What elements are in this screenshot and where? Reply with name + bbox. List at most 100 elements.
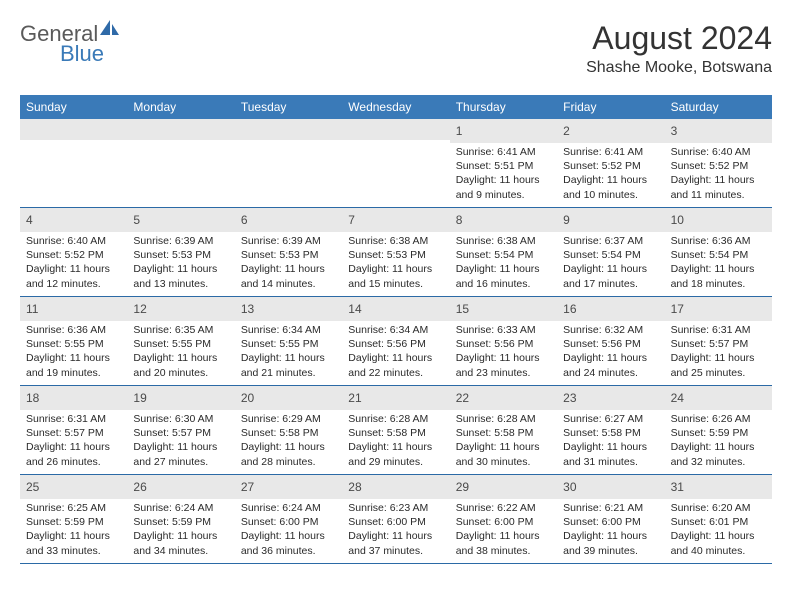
- day-d2: and 20 minutes.: [133, 366, 228, 380]
- day-cell: 8Sunrise: 6:38 AMSunset: 5:54 PMDaylight…: [450, 208, 557, 296]
- day-number: 18: [26, 391, 39, 405]
- day-sunrise: Sunrise: 6:24 AM: [241, 501, 336, 515]
- logo-text-blue: Blue: [60, 41, 120, 67]
- day-body: Sunrise: 6:40 AMSunset: 5:52 PMDaylight:…: [20, 232, 127, 295]
- day-number-strip: 3: [665, 119, 772, 143]
- day-number-strip: 28: [342, 475, 449, 499]
- day-number: 15: [456, 302, 469, 316]
- weekday-header: Thursday: [450, 95, 557, 119]
- day-sunset: Sunset: 5:58 PM: [456, 426, 551, 440]
- day-sunset: Sunset: 6:00 PM: [456, 515, 551, 529]
- day-sunset: Sunset: 6:01 PM: [671, 515, 766, 529]
- day-number-strip: 25: [20, 475, 127, 499]
- day-sunrise: Sunrise: 6:34 AM: [348, 323, 443, 337]
- day-d1: Daylight: 11 hours: [348, 440, 443, 454]
- day-sunrise: Sunrise: 6:27 AM: [563, 412, 658, 426]
- day-sunrise: Sunrise: 6:31 AM: [671, 323, 766, 337]
- day-sunset: Sunset: 5:53 PM: [133, 248, 228, 262]
- day-cell: 25Sunrise: 6:25 AMSunset: 5:59 PMDayligh…: [20, 475, 127, 563]
- day-body: Sunrise: 6:32 AMSunset: 5:56 PMDaylight:…: [557, 321, 664, 384]
- day-d1: Daylight: 11 hours: [241, 529, 336, 543]
- day-d2: and 11 minutes.: [671, 188, 766, 202]
- day-d1: Daylight: 11 hours: [456, 173, 551, 187]
- day-sunset: Sunset: 5:53 PM: [241, 248, 336, 262]
- day-number-strip: 14: [342, 297, 449, 321]
- day-number-strip: 29: [450, 475, 557, 499]
- day-sunrise: Sunrise: 6:30 AM: [133, 412, 228, 426]
- day-sunset: Sunset: 5:56 PM: [348, 337, 443, 351]
- day-cell: 22Sunrise: 6:28 AMSunset: 5:58 PMDayligh…: [450, 386, 557, 474]
- day-number: 10: [671, 213, 684, 227]
- day-number-strip: 10: [665, 208, 772, 232]
- day-number-strip: 27: [235, 475, 342, 499]
- day-number: 14: [348, 302, 361, 316]
- weekday-header: Saturday: [665, 95, 772, 119]
- day-sunset: Sunset: 5:57 PM: [26, 426, 121, 440]
- day-body: Sunrise: 6:20 AMSunset: 6:01 PMDaylight:…: [665, 499, 772, 562]
- day-cell: 12Sunrise: 6:35 AMSunset: 5:55 PMDayligh…: [127, 297, 234, 385]
- day-body: Sunrise: 6:23 AMSunset: 6:00 PMDaylight:…: [342, 499, 449, 562]
- day-cell: 20Sunrise: 6:29 AMSunset: 5:58 PMDayligh…: [235, 386, 342, 474]
- day-d1: Daylight: 11 hours: [133, 262, 228, 276]
- day-sunset: Sunset: 5:58 PM: [348, 426, 443, 440]
- day-cell: 15 Sunrise: 6:33 AMSunset: 5:56 PMDayligh…: [450, 297, 557, 385]
- day-d2: and 36 minutes.: [241, 544, 336, 558]
- day-body: Sunrise: 6:33 AMSunset: 5:56 PMDaylight:…: [450, 321, 557, 384]
- day-number: 13: [241, 302, 254, 316]
- day-number: 26: [133, 480, 146, 494]
- day-d2: and 16 minutes.: [456, 277, 551, 291]
- day-d1: Daylight: 11 hours: [133, 440, 228, 454]
- day-number-strip: 30: [557, 475, 664, 499]
- day-number-strip: 21: [342, 386, 449, 410]
- day-cell: 27Sunrise: 6:24 AMSunset: 6:00 PMDayligh…: [235, 475, 342, 563]
- day-d2: and 15 minutes.: [348, 277, 443, 291]
- day-d2: and 18 minutes.: [671, 277, 766, 291]
- day-number: 1: [456, 124, 463, 138]
- day-number-strip: 18: [20, 386, 127, 410]
- day-sunset: Sunset: 5:55 PM: [133, 337, 228, 351]
- day-number: 30: [563, 480, 576, 494]
- day-d1: Daylight: 11 hours: [26, 440, 121, 454]
- day-number: 5: [133, 213, 140, 227]
- day-sunrise: Sunrise: 6:33 AM: [456, 323, 551, 337]
- day-d1: Daylight: 11 hours: [348, 529, 443, 543]
- day-number-strip: 17: [665, 297, 772, 321]
- day-cell: [235, 119, 342, 207]
- day-number-strip: 11: [20, 297, 127, 321]
- day-number-strip: 19: [127, 386, 234, 410]
- day-cell: 6Sunrise: 6:39 AMSunset: 5:53 PMDaylight…: [235, 208, 342, 296]
- day-sunset: Sunset: 5:54 PM: [671, 248, 766, 262]
- week-row: 1 Sunrise: 6:41 AMSunset: 5:51 PMDaylight…: [20, 119, 772, 208]
- day-d1: Daylight: 11 hours: [241, 262, 336, 276]
- day-body: Sunrise: 6:31 AMSunset: 5:57 PMDaylight:…: [665, 321, 772, 384]
- day-d1: Daylight: 11 hours: [26, 351, 121, 365]
- day-cell: 28Sunrise: 6:23 AMSunset: 6:00 PMDayligh…: [342, 475, 449, 563]
- day-body: Sunrise: 6:38 AMSunset: 5:53 PMDaylight:…: [342, 232, 449, 295]
- day-sunrise: Sunrise: 6:25 AM: [26, 501, 121, 515]
- day-d2: and 30 minutes.: [456, 455, 551, 469]
- day-d1: Daylight: 11 hours: [671, 440, 766, 454]
- day-d1: Daylight: 11 hours: [26, 529, 121, 543]
- day-sunrise: Sunrise: 6:39 AM: [241, 234, 336, 248]
- day-d1: Daylight: 11 hours: [133, 351, 228, 365]
- day-body: Sunrise: 6:41 AMSunset: 5:51 PMDaylight:…: [450, 143, 557, 206]
- week-row: 18Sunrise: 6:31 AMSunset: 5:57 PMDayligh…: [20, 386, 772, 475]
- day-cell: 19Sunrise: 6:30 AMSunset: 5:57 PMDayligh…: [127, 386, 234, 474]
- day-body: Sunrise: 6:39 AMSunset: 5:53 PMDaylight:…: [127, 232, 234, 295]
- day-number-strip: 4: [20, 208, 127, 232]
- day-d2: and 12 minutes.: [26, 277, 121, 291]
- day-body: Sunrise: 6:25 AMSunset: 5:59 PMDaylight:…: [20, 499, 127, 562]
- day-number: 31: [671, 480, 684, 494]
- day-cell: [20, 119, 127, 207]
- day-body: Sunrise: 6:34 AMSunset: 5:56 PMDaylight:…: [342, 321, 449, 384]
- day-d2: and 40 minutes.: [671, 544, 766, 558]
- weekday-header: Sunday: [20, 95, 127, 119]
- weekday-header: Monday: [127, 95, 234, 119]
- day-cell: 4Sunrise: 6:40 AMSunset: 5:52 PMDaylight…: [20, 208, 127, 296]
- day-d2: and 10 minutes.: [563, 188, 658, 202]
- day-d1: Daylight: 11 hours: [456, 529, 551, 543]
- day-body: Sunrise: 6:35 AMSunset: 5:55 PMDaylight:…: [127, 321, 234, 384]
- day-sunrise: Sunrise: 6:23 AM: [348, 501, 443, 515]
- day-sunset: Sunset: 5:58 PM: [241, 426, 336, 440]
- day-cell: 1 Sunrise: 6:41 AMSunset: 5:51 PMDaylight…: [450, 119, 557, 207]
